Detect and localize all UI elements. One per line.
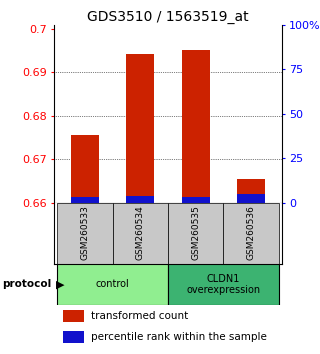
Text: GSM260536: GSM260536	[247, 206, 256, 261]
Bar	[237, 179, 265, 202]
Bar	[71, 135, 99, 202]
Bar	[168, 202, 223, 264]
Text: CLDN1
overexpression: CLDN1 overexpression	[186, 274, 260, 295]
Bar	[168, 264, 279, 305]
Text: GSM260533: GSM260533	[80, 206, 89, 261]
Bar	[57, 264, 168, 305]
Bar	[126, 54, 154, 202]
Text: percentile rank within the sample: percentile rank within the sample	[91, 332, 267, 342]
Text: GSM260535: GSM260535	[191, 206, 200, 261]
Text: ▶: ▶	[56, 279, 65, 290]
Text: protocol: protocol	[2, 279, 51, 290]
Bar	[57, 202, 113, 264]
Text: transformed count: transformed count	[91, 311, 188, 321]
Bar	[71, 197, 99, 202]
Bar	[63, 310, 84, 322]
Bar	[237, 194, 265, 202]
Bar	[182, 50, 210, 202]
Bar	[223, 202, 279, 264]
Bar	[63, 331, 84, 343]
Bar	[126, 196, 154, 202]
Text: control: control	[96, 279, 130, 290]
Text: GSM260534: GSM260534	[136, 206, 145, 261]
Bar	[182, 197, 210, 202]
Title: GDS3510 / 1563519_at: GDS3510 / 1563519_at	[87, 10, 249, 24]
Bar	[113, 202, 168, 264]
